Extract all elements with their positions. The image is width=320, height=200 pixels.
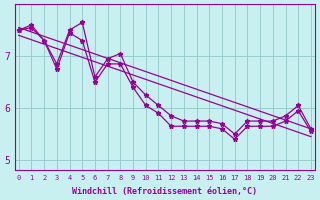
X-axis label: Windchill (Refroidissement éolien,°C): Windchill (Refroidissement éolien,°C) (72, 187, 257, 196)
